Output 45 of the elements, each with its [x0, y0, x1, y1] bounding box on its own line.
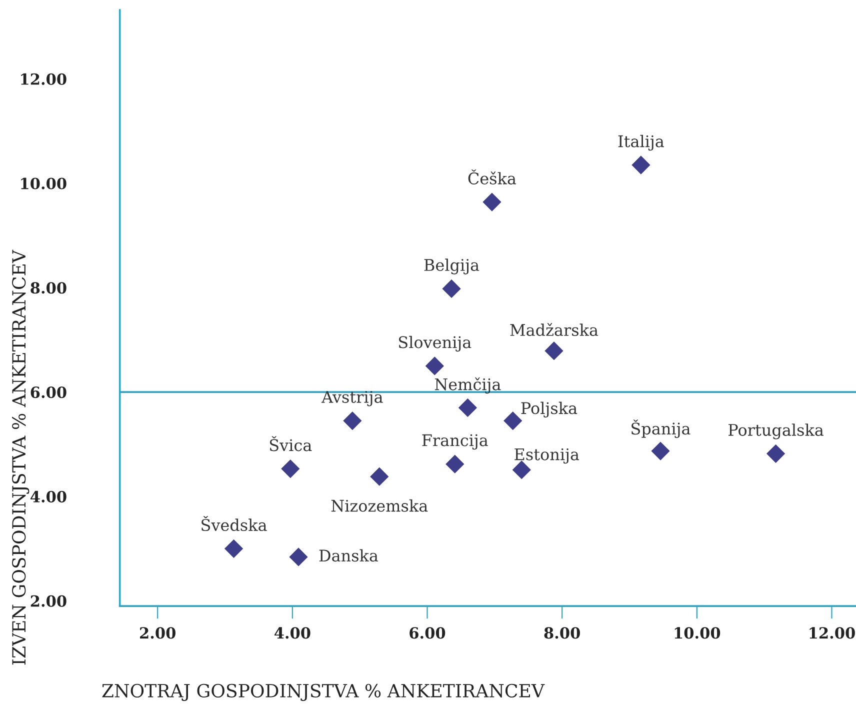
annotation: Avstrija: [321, 390, 383, 406]
y-axis-title: IZVEN GOSPODINJSTVA % ANKETIRANCEV: [12, 250, 30, 665]
point: [370, 467, 389, 486]
annotation: Italija: [618, 134, 664, 151]
annotation: Nemčija: [434, 377, 501, 394]
annotation: Danska: [319, 549, 378, 562]
x-axis-title: ZNOTRAJ GOSPODINJSTVA % ANKETIRANCEV: [102, 684, 545, 702]
annotation: Nizozemska: [331, 499, 428, 512]
y-tick-label: 10.00: [21, 178, 66, 190]
point: [442, 279, 461, 298]
annotation: Francija: [422, 434, 488, 450]
annotation: Češka: [468, 169, 516, 184]
y-tick-label: 8.00: [30, 282, 66, 294]
annotation: Madžarska: [510, 323, 598, 336]
point: [458, 398, 478, 418]
x-tick-label: 6.00: [410, 627, 446, 639]
y-tick-label: 6.00: [30, 386, 66, 398]
point: [343, 411, 362, 430]
point: [766, 444, 786, 463]
point: [281, 459, 300, 478]
point: [425, 356, 444, 376]
point: [504, 411, 522, 430]
point: [651, 442, 670, 460]
annotation: Portugalska: [728, 424, 824, 440]
point: [482, 192, 502, 212]
x-tick-label: 8.00: [544, 627, 580, 639]
point: [632, 156, 650, 174]
y-tick-label: 12.00: [21, 73, 66, 85]
annotation: Belgija: [424, 258, 480, 274]
annotation: Švica: [270, 436, 312, 452]
point: [224, 539, 244, 558]
point: [544, 342, 564, 360]
annotation: Poljska: [521, 402, 578, 418]
annotation: Španija: [632, 420, 690, 438]
y-tick-label: 2.00: [30, 595, 66, 607]
annotation: Švedska: [202, 516, 267, 532]
point: [289, 548, 308, 566]
annotation: Slovenija: [399, 336, 472, 352]
annotation: Estonija: [514, 448, 580, 464]
y-tick-label: 4.00: [30, 490, 66, 502]
x-tick-label: 10.00: [674, 627, 720, 639]
x-tick-label: 12.00: [810, 627, 855, 639]
x-tick-label: 2.00: [140, 627, 176, 639]
x-tick-label: 4.00: [274, 627, 310, 639]
point: [446, 454, 464, 474]
